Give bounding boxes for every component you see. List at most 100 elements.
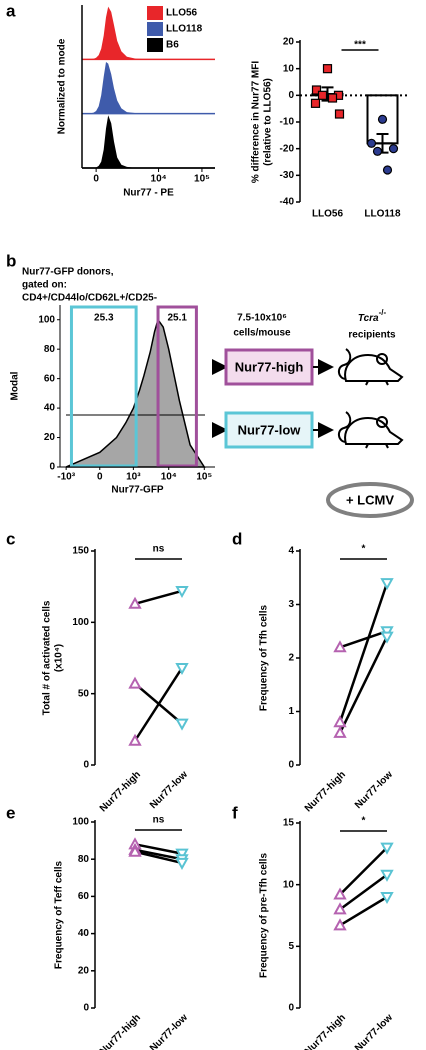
error-bar <box>372 133 393 154</box>
point <box>175 718 189 731</box>
x-tick-label: Nur77-low <box>353 1012 395 1050</box>
density-curve <box>88 115 149 168</box>
x-tick-label: 10⁴ <box>161 472 177 483</box>
x-tick-label: 0 <box>93 174 99 185</box>
point <box>175 848 189 861</box>
significance-label: * <box>362 544 366 555</box>
gene: Tcra <box>358 313 379 324</box>
x-tick-label: LLO56 <box>312 209 344 220</box>
x-tick-label: 10⁵ <box>194 174 210 185</box>
y-axis-label: Modal <box>10 371 21 400</box>
mouse-icon <box>338 411 404 449</box>
y-tick-label: 0 <box>83 1003 89 1014</box>
y-tick-label: 100 <box>72 617 89 628</box>
y-tick-label: 5 <box>288 941 294 952</box>
panel-label: d <box>232 529 242 548</box>
y-tick-label: 10 <box>283 63 295 74</box>
point <box>380 869 394 882</box>
point <box>128 676 142 689</box>
y-tick-label: 1 <box>288 706 294 717</box>
legend-label: LLO118 <box>166 24 203 35</box>
point <box>380 578 394 591</box>
x-axis-label: Nur77 - PE <box>123 188 174 199</box>
y-tick-label: 3 <box>288 599 294 610</box>
legend-swatch <box>147 22 163 36</box>
point <box>317 90 328 100</box>
y-tick-label: 150 <box>72 546 89 557</box>
x-tick-label: Nur77-high <box>98 1012 143 1050</box>
y-tick-label: 80 <box>78 854 90 865</box>
point <box>333 715 347 728</box>
gate <box>156 305 198 468</box>
x-tick-label: Nur77-high <box>98 769 143 814</box>
x-tick-label: 0 <box>97 472 103 483</box>
pair-line <box>134 848 183 861</box>
pair-line <box>339 846 388 896</box>
panel-label: a <box>6 1 16 20</box>
y-tick-label: -40 <box>280 197 295 208</box>
y-axis-label: Frequency of Teff cells <box>54 860 65 969</box>
y-tick-label: 40 <box>44 403 56 414</box>
y-tick-label: 15 <box>283 818 295 829</box>
legend-swatch <box>147 38 163 52</box>
point <box>175 662 189 676</box>
y-tick-label: 100 <box>72 817 89 828</box>
y-tick-label: 80 <box>44 344 56 355</box>
y-tick-label: 0 <box>83 760 89 771</box>
point <box>327 93 338 103</box>
cells-text: 7.5-10x10⁶ <box>237 313 287 324</box>
error-bar <box>317 86 338 102</box>
y-tick-label: 50 <box>78 688 90 699</box>
y-tick-label: 20 <box>78 965 90 976</box>
point <box>366 138 377 148</box>
point <box>175 857 189 870</box>
panel-label: c <box>6 529 15 548</box>
high-box-label: Nur77-high <box>235 359 304 374</box>
y-tick-label: 60 <box>44 373 56 384</box>
panel-label: e <box>6 803 15 822</box>
x-tick-label: LLO118 <box>364 209 401 220</box>
y-tick-label: 60 <box>78 891 90 902</box>
x-tick-label: Nur77-high <box>303 769 348 814</box>
point <box>380 631 394 644</box>
x-tick-label: Nur77-low <box>148 1012 190 1050</box>
significance-label: *** <box>354 40 366 51</box>
gate-label: 25.3 <box>94 313 114 324</box>
y-tick-label: 0 <box>288 1003 294 1014</box>
point <box>311 85 322 95</box>
gate-label: 25.1 <box>167 313 187 324</box>
point <box>175 585 189 599</box>
significance-label: * <box>362 816 366 827</box>
point <box>333 640 347 653</box>
pair-line <box>134 589 183 605</box>
point <box>380 842 394 855</box>
y-axis-label: (relative to LLO56) <box>263 78 274 166</box>
point <box>310 98 321 108</box>
y-tick-label: 40 <box>78 928 90 939</box>
gate <box>69 305 138 468</box>
pair-line <box>338 582 389 723</box>
plot-title: gated on: <box>22 280 67 291</box>
plot-title: Nur77-GFP donors, <box>22 267 114 278</box>
panel-label: f <box>232 803 238 822</box>
y-axis-label: % difference in Nur77 MFI <box>251 61 262 183</box>
point <box>388 144 399 154</box>
lcmv-ellipse <box>326 482 414 518</box>
mouse-icon <box>338 348 404 386</box>
density-curve <box>88 62 149 114</box>
plot-title: CD4+/CD44lo/CD62L+/CD25- <box>22 293 157 304</box>
legend-label: B6 <box>166 40 179 51</box>
point <box>333 918 347 931</box>
density-curve <box>88 6 149 60</box>
point <box>377 114 388 124</box>
pair-line <box>339 873 388 911</box>
x-tick-label: -10³ <box>57 472 75 483</box>
x-axis-label: Nur77-GFP <box>111 485 164 496</box>
x-tick-label: Nur77-high <box>303 1012 348 1050</box>
y-axis-label: Frequency of pre-Tfh cells <box>259 853 270 978</box>
y-tick-label: -20 <box>280 143 295 154</box>
cells-text: cells/mouse <box>233 328 291 339</box>
recipients-text: Tcra-/- <box>358 308 387 324</box>
significance-label: ns <box>153 815 165 826</box>
